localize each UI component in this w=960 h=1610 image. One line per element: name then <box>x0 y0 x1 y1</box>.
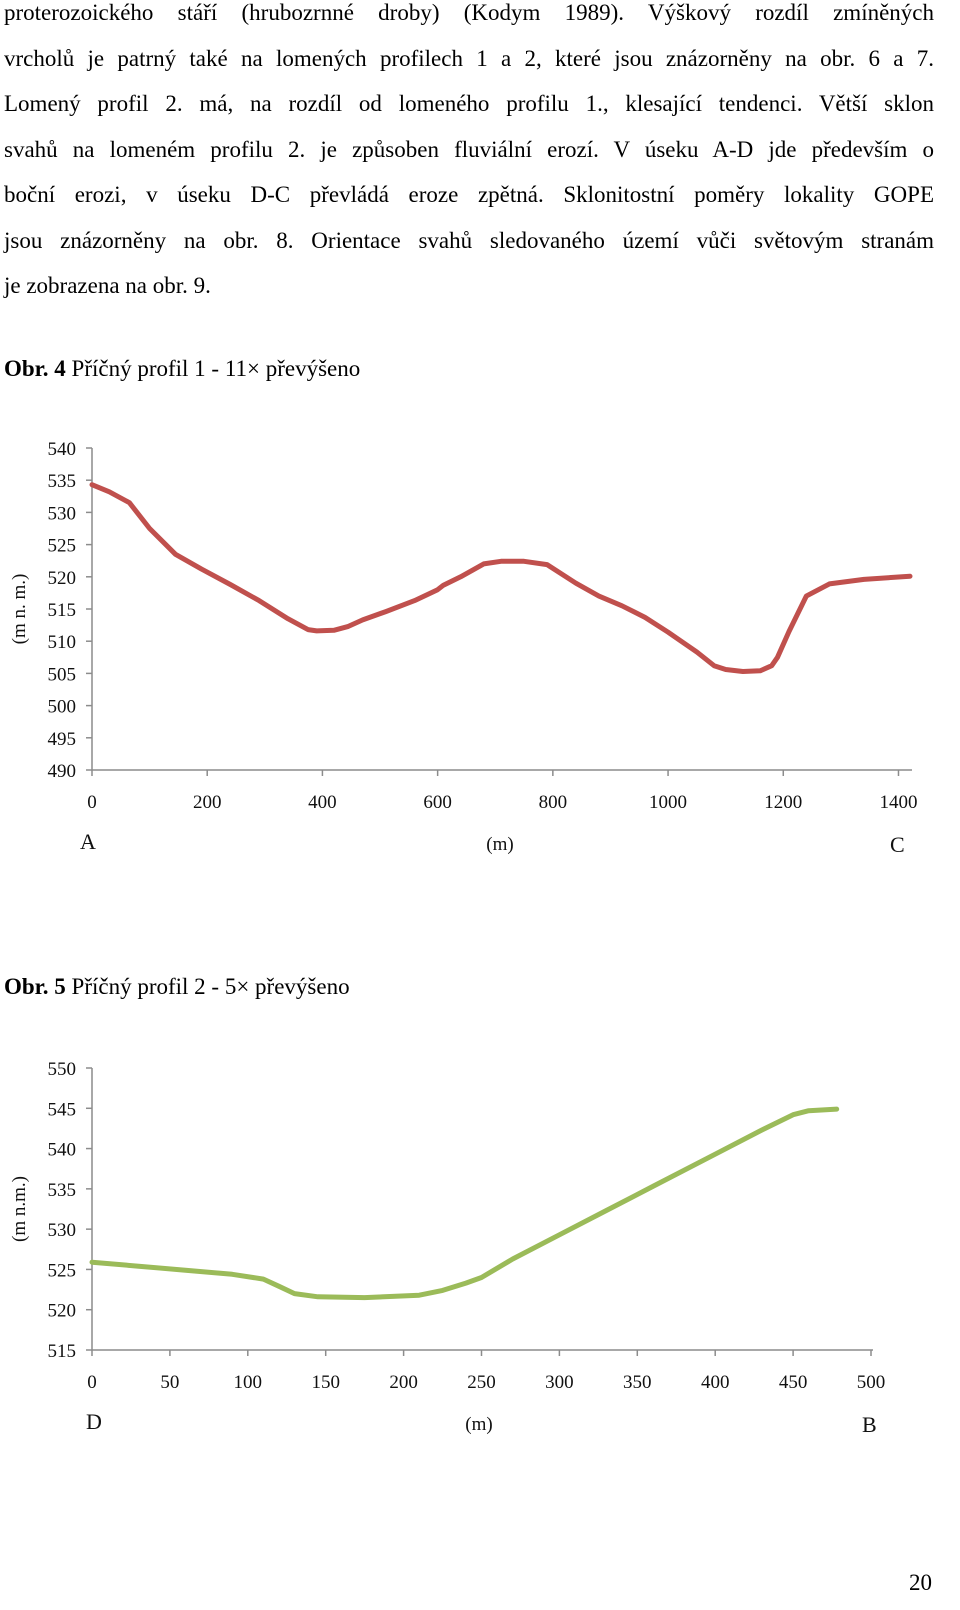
x-tick-label: 50 <box>160 1372 179 1393</box>
page-number: 20 <box>909 1570 932 1595</box>
figure4-chart: 540 535 530 525 520 515 510 505 500 495 490 0 200 400… <box>9 439 917 857</box>
x-tick-label: 1000 <box>649 792 687 813</box>
y-tick-label: 535 <box>48 1180 77 1201</box>
y-tick-label: 495 <box>48 729 77 750</box>
paragraph-line: je zobrazena na obr. 9. <box>4 273 211 298</box>
y-tick-label: 530 <box>48 1220 77 1241</box>
y-axis-title: (m n. m.) <box>9 574 30 645</box>
profile-end-label: B <box>862 1412 877 1437</box>
x-tick-label: 250 <box>467 1372 496 1393</box>
profile-start-label: A <box>80 829 96 854</box>
y-tick-label: 525 <box>48 1260 77 1281</box>
figure5-chart: 550 545 540 535 530 525 520 515 0 50 100 150 200 250 3… <box>9 1059 886 1437</box>
figure5-label: Obr. 5 <box>4 974 66 999</box>
figure4-label: Obr. 4 <box>4 356 66 381</box>
figure4-caption-text: Příčný profil 1 - 11× převýšeno <box>71 356 361 381</box>
x-tick-label: 1400 <box>879 792 917 813</box>
paragraph-line: jsou znázorněny na obr. 8. Orientace sva… <box>4 227 934 253</box>
x-tick-label: 600 <box>423 792 452 813</box>
y-tick-label: 550 <box>48 1059 77 1080</box>
x-tick-label: 800 <box>539 792 568 813</box>
y-tick-label: 545 <box>48 1099 77 1120</box>
paragraph-line: svahů na lomeném profilu 2. je způsoben … <box>4 136 934 162</box>
x-axis-title: (m) <box>465 1414 492 1435</box>
figure5-caption-text: Příčný profil 2 - 5× převýšeno <box>71 974 350 999</box>
figure4-caption: Obr. 4 Příčný profil 1 - 11× převýšeno <box>4 356 360 382</box>
paragraph-line: vrcholů je patrný také na lomených profi… <box>4 45 934 71</box>
profile-start-label: D <box>86 1409 102 1434</box>
series-line <box>89 1106 840 1301</box>
y-tick-label: 500 <box>48 697 77 718</box>
y-tick-label: 520 <box>48 568 77 589</box>
y-tick-label: 490 <box>48 761 77 782</box>
y-tick-label: 515 <box>48 1341 77 1362</box>
y-tick-label: 520 <box>48 1301 77 1322</box>
body-paragraph: proterozoického stáří (hrubozrnné droby)… <box>4 0 934 309</box>
x-tick-label: 200 <box>389 1372 418 1393</box>
x-axis-title: (m) <box>486 834 513 855</box>
x-tick-label: 500 <box>857 1372 886 1393</box>
y-tick-label: 505 <box>48 664 77 685</box>
y-tick-label: 535 <box>48 471 77 492</box>
x-tick-label: 0 <box>87 792 97 813</box>
paragraph-line: boční erozi, v úseku D-C převládá eroze … <box>4 182 934 207</box>
x-tick-label: 200 <box>193 792 222 813</box>
y-axis-title: (m n.m.) <box>9 1176 30 1242</box>
figure5-caption: Obr. 5 Příčný profil 2 - 5× převýšeno <box>4 974 350 1000</box>
x-tick-label: 400 <box>701 1372 730 1393</box>
x-tick-label: 450 <box>779 1372 808 1393</box>
y-tick-label: 540 <box>48 1140 77 1161</box>
series-line <box>89 482 913 674</box>
y-tick-label: 530 <box>48 503 77 524</box>
x-tick-label: 350 <box>623 1372 652 1393</box>
x-tick-label: 300 <box>545 1372 574 1393</box>
paragraph-line: proterozoického stáří (hrubozrnné droby)… <box>4 0 934 25</box>
x-tick-label: 400 <box>308 792 337 813</box>
x-tick-label: 150 <box>311 1372 340 1393</box>
paragraph-line: Lomený profil 2. má, na rozdíl od lomené… <box>4 91 934 116</box>
x-tick-label: 0 <box>87 1372 97 1393</box>
y-tick-label: 540 <box>48 439 77 460</box>
y-tick-label: 525 <box>48 536 77 557</box>
y-tick-label: 510 <box>48 632 77 653</box>
y-tick-label: 515 <box>48 600 77 621</box>
x-tick-label: 1200 <box>764 792 802 813</box>
profile-end-label: C <box>890 832 905 857</box>
x-tick-label: 100 <box>234 1372 263 1393</box>
